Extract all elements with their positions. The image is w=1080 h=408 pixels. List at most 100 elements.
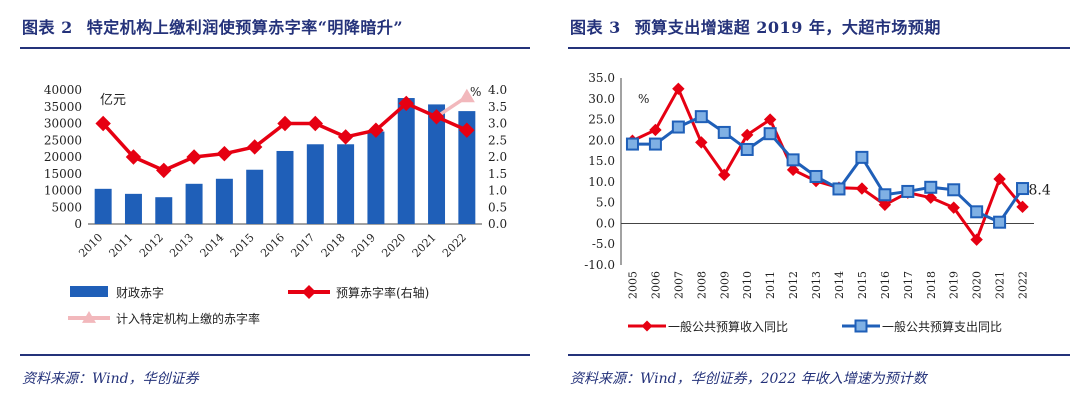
expenditure-growth-point [694, 110, 708, 124]
deficit-rate-point [216, 145, 233, 162]
x-tick-label: 2013 [167, 231, 196, 260]
right-figure-panel: 图表 3 预算支出增速超 2019 年，大超市场预期 -10.0 -5.0 0.0 5.… [548, 0, 1080, 408]
y-left-tick-label: 5000 [51, 200, 82, 214]
right-source-note: 资料来源：Wind，华创证券，2022 年收入增速为预计数 [570, 371, 927, 387]
revenue-growth-point [672, 82, 685, 96]
y-tick-label: 15.0 [588, 154, 615, 168]
y-left-unit-label: 亿元 [100, 93, 126, 108]
deficit-bar [276, 150, 294, 224]
x-tick-label: 2010 [741, 271, 754, 299]
left-figure-number: 图表 2 [22, 18, 73, 37]
x-tick-label: 2022 [440, 231, 469, 260]
x-tick-label: 2021 [994, 271, 1007, 299]
deficit-bar [337, 144, 355, 224]
deficit-rate-point [398, 95, 414, 112]
x-tick-label: 2006 [649, 271, 662, 299]
y-right-unit-label: % [470, 85, 481, 99]
revenue-growth-point [993, 172, 1006, 186]
legend-square-marker [854, 319, 868, 333]
y-left-tick-label: 0 [74, 217, 82, 231]
y-right-tick-label: 0.0 [488, 217, 507, 231]
legend-label: 预算赤字率(右轴) [336, 285, 429, 300]
x-tick-label: 2020 [379, 231, 408, 260]
expenditure-growth-point [855, 150, 869, 164]
y-right-tick-label: 3.0 [488, 117, 507, 131]
expenditure-growth-line [632, 115, 1024, 224]
x-tick-label: 2018 [319, 231, 348, 260]
y-right-tick-label: 1.0 [488, 184, 507, 198]
deficit-rate-point [307, 115, 324, 132]
expenditure-growth-point [924, 180, 938, 194]
revenue-growth-point [718, 168, 731, 182]
x-tick-label: 2019 [349, 231, 378, 260]
legend-label: 一般公共预算收入同比 [668, 319, 788, 334]
legend-label: 财政赤字 [116, 285, 164, 300]
deficit-bar [185, 183, 203, 224]
right-figure-number: 图表 3 [570, 18, 621, 37]
expenditure-growth-point [740, 142, 754, 156]
deficit-rate-point [368, 122, 384, 138]
y-tick-label: -10.0 [584, 258, 615, 272]
x-tick-label: 2020 [971, 271, 984, 299]
expenditure-growth-point [671, 120, 685, 134]
expenditure-growth-point [717, 125, 731, 139]
x-tick-label: 2012 [137, 231, 166, 260]
revenue-growth-point [786, 163, 800, 177]
expenditure-growth-point [993, 215, 1007, 229]
deficit-bar [428, 104, 446, 224]
y-left-tick-label: 25000 [44, 133, 82, 147]
revenue-growth-point [763, 113, 777, 126]
y-right-tick-label: 4.0 [488, 83, 507, 97]
y-left-tick-label: 30000 [44, 117, 82, 131]
x-tick-label: 2021 [410, 231, 439, 260]
deficit-rate-point [125, 149, 142, 165]
expenditure-growth-point [786, 153, 800, 167]
expenditure-growth-point [648, 137, 662, 151]
right-top-rule [568, 47, 1070, 49]
revenue-growth-point [695, 136, 708, 149]
legend-label: 计入特定机构上缴的赤字率 [116, 311, 260, 326]
y-right-tick-label: 1.5 [488, 167, 507, 181]
x-tick-label: 2010 [76, 231, 105, 260]
x-tick-label: 2011 [764, 271, 777, 299]
deficit-rate-point [428, 109, 445, 125]
y-right-tick-label: 2.5 [488, 133, 507, 147]
y-left-tick-label: 35000 [44, 100, 82, 114]
revenue-growth-point [649, 123, 662, 137]
deficit-bar [367, 131, 385, 224]
deficit-bar [397, 98, 415, 224]
right-chart-svg: -10.0 -5.0 0.0 5.0 10.0 15.0 20.0 25.0 30.0 35.0%… [584, 71, 1051, 334]
x-tick-label: 2016 [879, 271, 892, 299]
expenditure-growth-point [901, 184, 915, 198]
deficit-rate-point [95, 115, 111, 132]
revenue-growth-point [740, 128, 754, 142]
y-tick-label: 30.0 [588, 92, 615, 106]
deficit-rate-point [337, 129, 354, 145]
deficit-rate-point [156, 162, 172, 179]
left-figure-panel: 图表 2 特定机构上缴利润使预算赤字率“明降暗升” 0 5000 10000 15000… [20, 18, 530, 387]
adjusted-deficit-rate-point [458, 88, 475, 103]
y-tick-label: 10.0 [588, 175, 615, 189]
x-tick-label: 2015 [228, 231, 257, 260]
revenue-growth-point [947, 201, 960, 214]
y-tick-label: 35.0 [588, 71, 615, 85]
deficit-rate-point [277, 115, 293, 132]
x-tick-label: 2016 [258, 231, 287, 260]
legend-diamond-marker [302, 285, 316, 299]
y-tick-label: -5.0 [592, 237, 615, 251]
y-right-tick-label: 0.5 [488, 200, 507, 214]
expenditure-growth-point [970, 205, 984, 219]
x-tick-label: 2012 [787, 271, 800, 299]
y-tick-label: 0.0 [596, 216, 615, 230]
x-tick-label: 2014 [198, 231, 227, 260]
right-bottom-rule [568, 354, 1070, 356]
revenue-growth-line [631, 87, 1024, 242]
legend-diamond-marker [641, 320, 653, 332]
left-figure-title-text: 特定机构上缴利润使预算赤字率“明降暗升” [86, 18, 404, 37]
expenditure-growth-point [763, 127, 777, 141]
y-left-tick-label: 15000 [44, 167, 82, 181]
x-tick-label: 2008 [695, 271, 708, 299]
x-tick-label: 2009 [718, 271, 731, 299]
y-left-tick-label: 40000 [44, 83, 82, 97]
expenditure-growth-point [625, 137, 639, 151]
